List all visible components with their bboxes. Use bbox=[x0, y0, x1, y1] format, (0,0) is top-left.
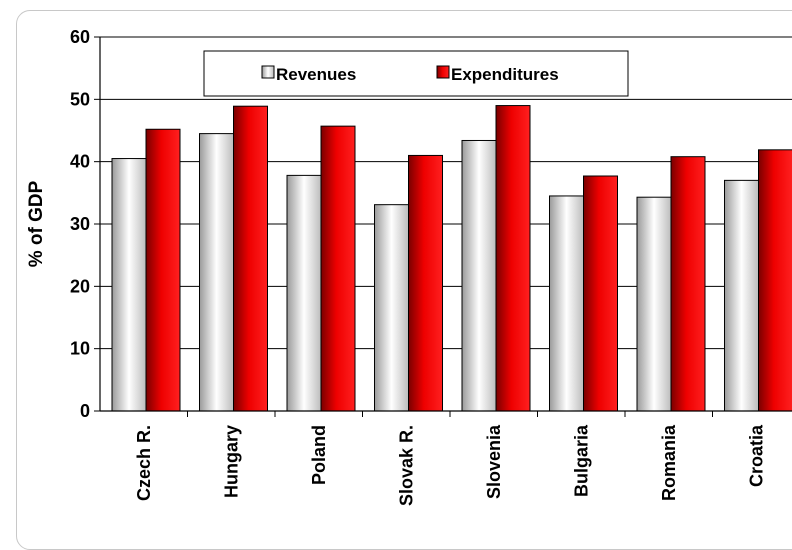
bar-revenues-slovenia bbox=[462, 140, 496, 411]
legend: Revenues Expenditures bbox=[204, 51, 628, 96]
x-tick-label-poland: Poland bbox=[309, 425, 329, 485]
legend-label-revenues: Revenues bbox=[276, 65, 356, 84]
x-tick-label-slovenia: Slovenia bbox=[484, 424, 504, 499]
bars bbox=[112, 106, 792, 411]
x-tick-label-hungary: Hungary bbox=[221, 425, 241, 498]
y-tick-label-30: 30 bbox=[70, 214, 90, 234]
y-tick-label-60: 60 bbox=[70, 27, 90, 47]
bar-expenditures-romania bbox=[671, 157, 705, 411]
y-tick-label-20: 20 bbox=[70, 276, 90, 296]
legend-swatch-expenditures bbox=[437, 66, 449, 78]
bar-expenditures-hungary bbox=[234, 106, 268, 411]
bar-revenues-romania bbox=[637, 197, 671, 411]
legend-swatch-revenues bbox=[262, 66, 274, 78]
y-tick-label-10: 10 bbox=[70, 339, 90, 359]
bar-revenues-bulgaria bbox=[550, 196, 584, 411]
bar-revenues-slovak-r bbox=[375, 205, 409, 411]
bar-revenues-hungary bbox=[200, 134, 234, 411]
bar-expenditures-slovak-r bbox=[409, 155, 443, 411]
x-tick-label-romania: Romania bbox=[659, 424, 679, 501]
legend-label-expenditures: Expenditures bbox=[451, 65, 559, 84]
bar-expenditures-croatia bbox=[759, 150, 792, 411]
x-tick-label-croatia: Croatia bbox=[746, 424, 766, 487]
x-tick-label-bulgaria: Bulgaria bbox=[571, 424, 591, 497]
y-tick-label-50: 50 bbox=[70, 89, 90, 109]
y-axis-title: % of GDP bbox=[26, 180, 47, 267]
bar-revenues-poland bbox=[287, 175, 321, 411]
bar-expenditures-poland bbox=[321, 126, 355, 411]
x-tick-label-czech-r: Czech R. bbox=[134, 425, 154, 501]
bar-expenditures-bulgaria bbox=[584, 176, 618, 411]
bar-expenditures-slovenia bbox=[496, 106, 530, 411]
x-tick-label-slovak-r: Slovak R. bbox=[396, 425, 416, 506]
bar-expenditures-czech-r bbox=[146, 129, 180, 411]
y-tick-label-40: 40 bbox=[70, 152, 90, 172]
bar-revenues-croatia bbox=[725, 180, 759, 411]
y-tick-label-0: 0 bbox=[80, 401, 90, 421]
bar-revenues-czech-r bbox=[112, 159, 146, 411]
